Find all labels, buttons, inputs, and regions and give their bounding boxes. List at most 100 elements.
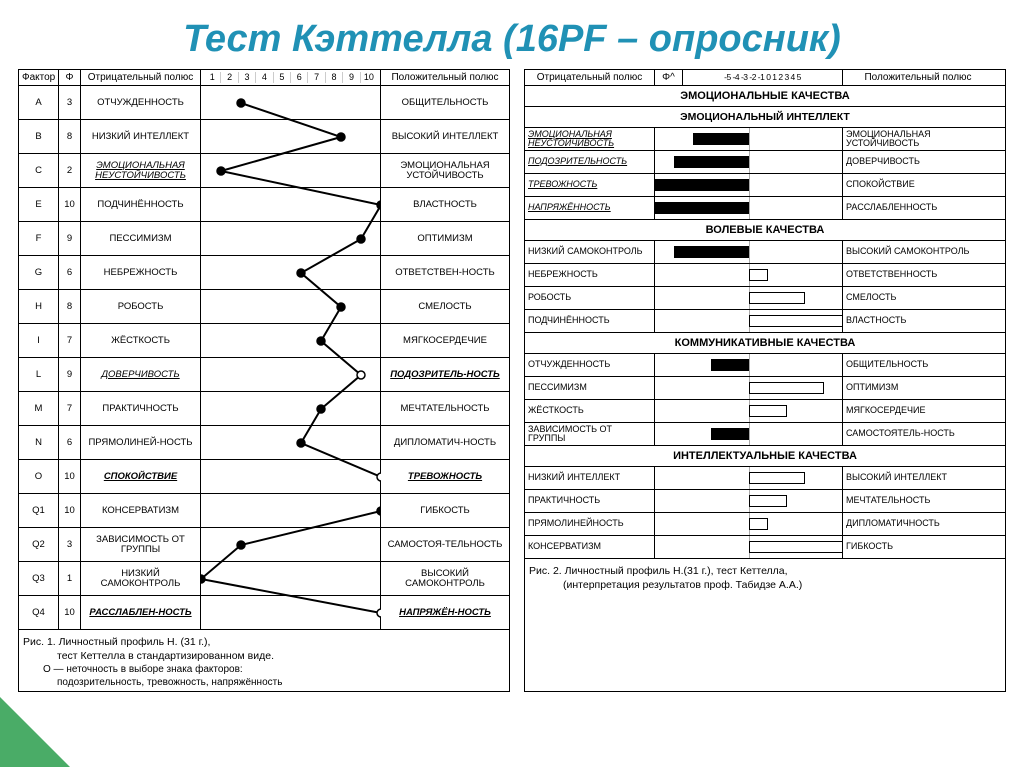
phi-value: 10 <box>59 494 81 527</box>
bar <box>749 292 805 304</box>
phi-value: 6 <box>59 256 81 289</box>
bar-cell <box>655 423 843 445</box>
bar-neg: НЕБРЕЖНОСТЬ <box>525 264 655 286</box>
left-caption-4: подозрительность, тревожность, напряжённ… <box>23 676 505 689</box>
rhdr-pos: Положительный полюс <box>843 70 993 85</box>
phi-value: 9 <box>59 358 81 391</box>
pos-pole: НАПРЯЖЁН-НОСТЬ <box>381 596 509 629</box>
left-row-H: H8РОБОСТЬСМЕЛОСТЬ <box>19 290 509 324</box>
bar-pos: ГИБКОСТЬ <box>843 536 993 558</box>
right-caption: Рис. 2. Личностный профиль Н.(31 г.), те… <box>525 559 1005 594</box>
pos-pole: ОПТИМИЗМ <box>381 222 509 255</box>
rhdr-scale: -5 -4 -3 -2 -1 0 1 2 3 4 5 <box>683 70 843 85</box>
bar <box>749 405 787 417</box>
phi-value: 9 <box>59 222 81 255</box>
tick-10: 10 <box>361 72 377 83</box>
left-row-L: L9ДОВЕРЧИВОСТЬПОДОЗРИТЕЛЬ-НОСТЬ <box>19 358 509 392</box>
neg-pole: ЭМОЦИОНАЛЬНАЯ НЕУСТОЙЧИВОСТЬ <box>81 154 201 187</box>
bar-neg: КОНСЕРВАТИЗМ <box>525 536 655 558</box>
bar-pos: ДИПЛОМАТИЧНОСТЬ <box>843 513 993 535</box>
bar-cell <box>655 377 843 399</box>
bar-pos: МЕЧТАТЕЛЬНОСТЬ <box>843 490 993 512</box>
neg-pole: НЕБРЕЖНОСТЬ <box>81 256 201 289</box>
neg-pole: КОНСЕРВАТИЗМ <box>81 494 201 527</box>
group-title-1: ВОЛЕВЫЕ КАЧЕСТВА <box>525 220 1005 241</box>
bar-pos: ВЫСОКИЙ САМОКОНТРОЛЬ <box>843 241 993 263</box>
left-caption-2: тест Кеттелла в стандартизированном виде… <box>23 650 505 664</box>
neg-pole: РОБОСТЬ <box>81 290 201 323</box>
factor-label: E <box>19 188 59 221</box>
left-row-A: A3ОТЧУЖДЕННОСТЬОБЩИТЕЛЬНОСТЬ <box>19 86 509 120</box>
bar-row-1-2: РОБОСТЬСМЕЛОСТЬ <box>525 287 1005 310</box>
pos-pole: МЯГКОСЕРДЕЧИЕ <box>381 324 509 357</box>
factor-label: I <box>19 324 59 357</box>
bar <box>655 179 749 191</box>
hdr-factor: Фактор <box>19 70 59 85</box>
hdr-phi: Φ <box>59 70 81 85</box>
bar-cell <box>655 174 843 196</box>
bar <box>749 541 843 553</box>
tick-3: 3 <box>239 72 256 83</box>
bar-row-0-0: ЭМОЦИОНАЛЬНАЯ НЕУСТОЙЧИВОСТЬЭМОЦИОНАЛЬНА… <box>525 128 1005 151</box>
chart-cell <box>201 528 381 561</box>
left-rows: A3ОТЧУЖДЕННОСТЬОБЩИТЕЛЬНОСТЬB8НИЗКИЙ ИНТ… <box>19 86 509 630</box>
phi-value: 1 <box>59 562 81 595</box>
bar-neg: ПОДЧИНЁННОСТЬ <box>525 310 655 332</box>
bar <box>749 382 824 394</box>
bar-neg: ЗАВИСИМОСТЬ ОТ ГРУППЫ <box>525 423 655 445</box>
group-title-3: ИНТЕЛЛЕКТУАЛЬНЫЕ КАЧЕСТВА <box>525 446 1005 467</box>
left-row-Q3: Q31НИЗКИЙ САМОКОНТРОЛЬВЫСОКИЙ САМОКОНТРО… <box>19 562 509 596</box>
phi-value: 8 <box>59 290 81 323</box>
bar-neg: ПРЯМОЛИНЕЙНОСТЬ <box>525 513 655 535</box>
page-title: Тест Кэттелла (16PF – опросник) <box>0 0 1024 69</box>
factor-label: G <box>19 256 59 289</box>
corner-accent <box>0 697 70 767</box>
tick-9: 9 <box>343 72 360 83</box>
left-caption-3: О — неточность в выборе знака факторов: <box>23 663 505 676</box>
bar-neg: ПЕССИМИЗМ <box>525 377 655 399</box>
bar <box>749 472 805 484</box>
bar-cell <box>655 264 843 286</box>
phi-value: 10 <box>59 460 81 493</box>
bar-neg: НАПРЯЖЁННОСТЬ <box>525 197 655 219</box>
chart-cell <box>201 596 381 629</box>
rhdr-neg: Отрицательный полюс <box>525 70 655 85</box>
neg-pole: ПЕССИМИЗМ <box>81 222 201 255</box>
left-row-F: F9ПЕССИМИЗМ ОПТИМИЗМ <box>19 222 509 256</box>
bar-row-3-3: КОНСЕРВАТИЗМ ГИБКОСТЬ <box>525 536 1005 559</box>
left-caption: Рис. 1. Личностный профиль Н. (31 г.), т… <box>19 630 509 691</box>
left-row-Q4: Q410РАССЛАБЛЕН-НОСТЬ НАПРЯЖЁН-НОСТЬ <box>19 596 509 630</box>
bar-pos: РАССЛАБЛЕННОСТЬ <box>843 197 993 219</box>
bar <box>674 156 749 168</box>
pos-pole: ЭМОЦИОНАЛЬНАЯ УСТОЙЧИВОСТЬ <box>381 154 509 187</box>
bar-row-1-3: ПОДЧИНЁННОСТЬВЛАСТНОСТЬ <box>525 310 1005 333</box>
right-caption-1: Рис. 2. Личностный профиль Н.(31 г.), те… <box>529 565 1001 579</box>
left-row-N: N6ПРЯМОЛИНЕЙ-НОСТЬДИПЛОМАТИЧ-НОСТЬ <box>19 426 509 460</box>
factor-label: B <box>19 120 59 153</box>
chart-cell <box>201 188 381 221</box>
phi-value: 8 <box>59 120 81 153</box>
tick-6: 6 <box>291 72 308 83</box>
chart-cell <box>201 222 381 255</box>
pos-pole: ОТВЕТСТВЕН-НОСТЬ <box>381 256 509 289</box>
neg-pole: ОТЧУЖДЕННОСТЬ <box>81 86 201 119</box>
group-title-0: ЭМОЦИОНАЛЬНЫЕ КАЧЕСТВА <box>525 86 1005 107</box>
chart-cell <box>201 256 381 289</box>
bar-row-1-1: НЕБРЕЖНОСТЬОТВЕТСТВЕННОСТЬ <box>525 264 1005 287</box>
factor-label: L <box>19 358 59 391</box>
pos-pole: ПОДОЗРИТЕЛЬ-НОСТЬ <box>381 358 509 391</box>
bar <box>749 495 787 507</box>
factor-label: O <box>19 460 59 493</box>
bar-neg: ЭМОЦИОНАЛЬНАЯ НЕУСТОЙЧИВОСТЬ <box>525 128 655 150</box>
neg-pole: РАССЛАБЛЕН-НОСТЬ <box>81 596 201 629</box>
neg-pole: НИЗКИЙ САМОКОНТРОЛЬ <box>81 562 201 595</box>
left-row-O: O10СПОКОЙСТВИЕТРЕВОЖНОСТЬ <box>19 460 509 494</box>
factor-label: F <box>19 222 59 255</box>
phi-value: 7 <box>59 392 81 425</box>
bar <box>693 133 749 145</box>
chart-cell <box>201 324 381 357</box>
hdr-neg: Отрицательный полюс <box>81 70 201 85</box>
factor-label: Q4 <box>19 596 59 629</box>
bar <box>655 202 749 214</box>
phi-value: 10 <box>59 596 81 629</box>
